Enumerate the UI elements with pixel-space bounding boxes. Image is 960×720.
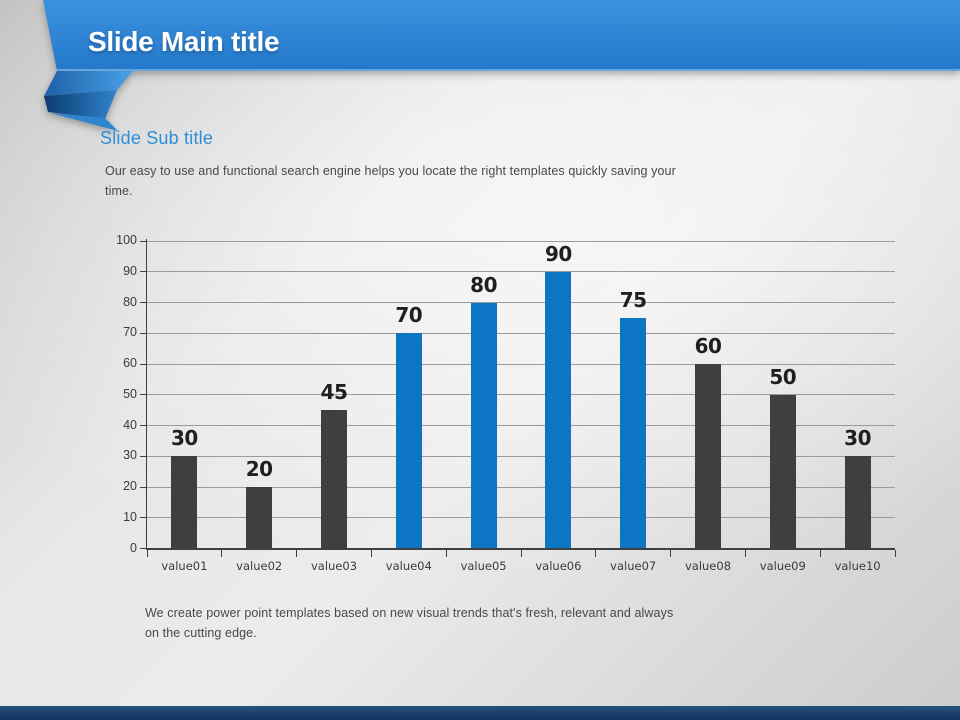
slide-subtitle: Slide Sub title [100,128,214,148]
bar-value-label: 80 [470,272,498,297]
y-gridline [147,486,895,488]
body-text: Our easy to use and functional search en… [105,164,676,198]
x-category-label: value08 [684,558,732,573]
y-gridline [147,271,895,273]
y-gridline [147,517,895,519]
y-tick-label: 80 [123,294,137,309]
y-tick-label: 40 [123,417,137,432]
x-tick-mark [445,549,447,557]
bar-value-label: 20 [245,457,273,481]
y-tick-mark [140,332,147,334]
banner-shape [43,0,960,71]
x-tick-mark [744,549,746,557]
y-gridline [147,394,895,396]
footer-text: We create power point templates based on… [145,606,674,640]
bar-chart: 0 10 20 30 40 50 60 70 80 90 100 30 value01 20 value02… [116,233,896,573]
x-category-label: value01 [161,558,208,573]
x-tick-mark [370,549,372,557]
x-category-label: value10 [834,558,881,573]
bar-value02 [246,487,273,549]
y-tick-label: 50 [123,386,137,401]
y-tick-mark [140,302,147,303]
ribbon-tail [50,113,118,131]
header-ribbon [43,0,960,131]
y-gridline [147,332,895,334]
bar-value-label: 45 [320,380,348,405]
y-gridline [147,363,895,365]
ribbon-fold-lower [44,90,117,119]
x-category-label: value04 [385,558,432,573]
bar-value-label: 70 [395,303,423,328]
bar-value05 [470,302,497,549]
x-tick-mark [894,549,896,557]
bar-value-label: 50 [769,364,797,389]
y-tick-mark [140,455,147,457]
y-tick-label: 100 [116,233,137,247]
bar-value03 [321,410,347,549]
y-tick-label: 10 [123,509,137,524]
x-tick-mark [296,549,298,557]
bar-value-label: 30 [844,426,872,451]
bar-value-label: 30 [170,426,198,451]
footer-bar [0,706,960,720]
bar-value06 [545,271,572,549]
x-tick-mark [146,549,148,557]
x-tick-mark [221,549,223,557]
bar-value04 [395,333,422,549]
y-tick-label: 0 [130,540,137,555]
x-category-label: value03 [310,558,358,573]
y-tick-mark [140,394,147,396]
bar-value-label: 90 [544,241,572,266]
y-gridline [147,302,895,303]
y-tick-mark [140,548,147,549]
x-tick-mark [819,549,821,557]
x-tick-mark [595,549,597,557]
x-category-label: value06 [535,558,582,573]
y-tick-mark [140,363,147,365]
bar-value01 [171,456,198,549]
x-tick-mark [670,549,672,557]
banner-bottom-highlight [57,69,960,71]
y-tick-label: 20 [123,479,137,493]
y-tick-mark [140,271,147,273]
y-axis-line [145,239,147,550]
x-category-label: value05 [460,558,507,573]
slide-title: Slide Main title [88,26,280,57]
x-category-label: value02 [236,558,283,573]
y-gridline [147,425,895,426]
bar-value10 [844,456,871,549]
y-gridline [147,240,895,242]
ribbon-fold-upper [44,71,133,96]
y-tick-label: 90 [123,263,137,278]
y-tick-label: 30 [123,448,137,463]
bar-value08 [695,364,721,549]
bar-value-label: 75 [619,287,647,312]
y-tick-mark [140,240,147,242]
y-tick-mark [140,486,147,488]
x-axis-line [145,547,895,550]
y-tick-mark [140,517,147,519]
y-tick-label: 60 [123,356,137,370]
bar-value07 [620,317,647,549]
x-category-label: value09 [759,558,806,573]
y-tick-label: 70 [123,325,137,340]
bar-value-label: 60 [694,334,722,358]
y-gridline [147,455,895,457]
bar-value09 [769,394,796,549]
y-tick-mark [140,425,147,426]
x-tick-mark [520,549,522,557]
x-category-label: value07 [610,558,657,573]
